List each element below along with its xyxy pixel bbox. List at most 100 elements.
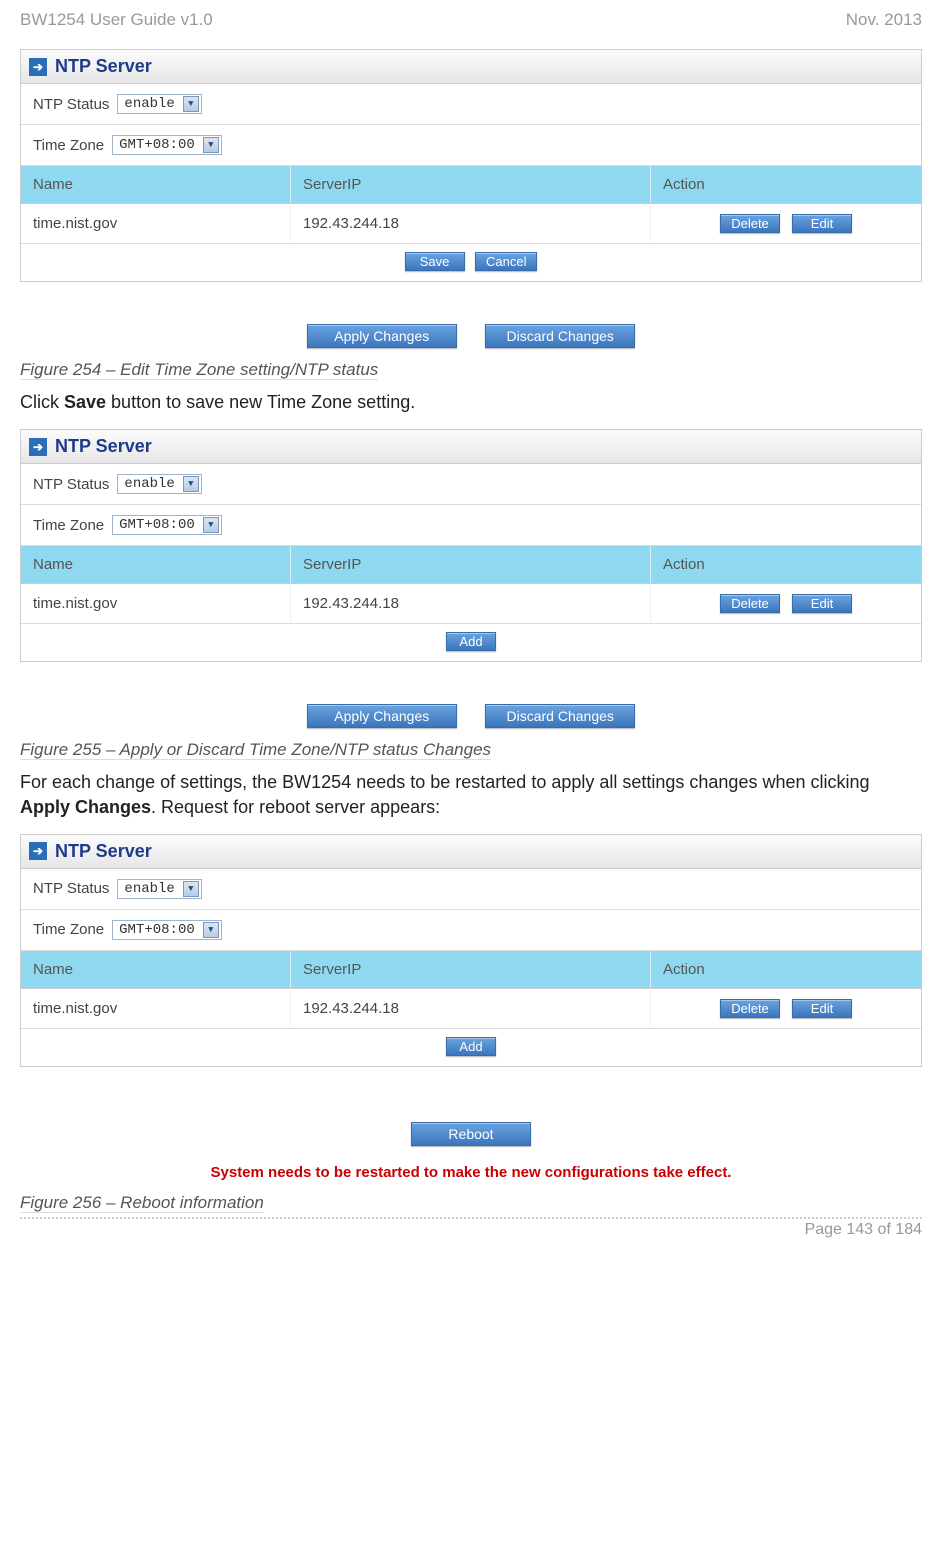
chevron-down-icon: ▼ [183, 96, 199, 112]
chevron-down-icon: ▼ [183, 476, 199, 492]
ntp-status-select[interactable]: enable ▼ [117, 474, 201, 494]
arrow-right-icon: ➔ [29, 842, 47, 860]
edit-button[interactable]: Edit [792, 594, 852, 613]
discard-changes-button[interactable]: Discard Changes [485, 704, 635, 728]
ntp-status-label: NTP Status [33, 476, 109, 493]
timezone-label: Time Zone [33, 921, 104, 938]
panel-title-bar: ➔ NTP Server [21, 835, 921, 869]
text-frag: . Request for reboot server appears: [151, 797, 440, 817]
timezone-row: Time Zone GMT+08:00 ▼ [21, 910, 921, 951]
cell-action: Delete Edit [651, 204, 921, 243]
cell-ip: 192.43.244.18 [291, 990, 651, 1027]
edit-button[interactable]: Edit [792, 999, 852, 1018]
cell-ip: 192.43.244.18 [291, 205, 651, 242]
delete-button[interactable]: Delete [720, 594, 780, 613]
ntp-status-value: enable [120, 476, 178, 492]
timezone-select[interactable]: GMT+08:00 ▼ [112, 515, 222, 535]
chevron-down-icon: ▼ [183, 881, 199, 897]
reboot-button[interactable]: Reboot [411, 1122, 531, 1146]
timezone-value: GMT+08:00 [115, 137, 199, 153]
timezone-value: GMT+08:00 [115, 922, 199, 938]
text-frag: Click [20, 392, 64, 412]
table-row: time.nist.gov 192.43.244.18 Delete Edit [21, 584, 921, 624]
panel-title: NTP Server [55, 436, 152, 457]
panel-title-bar: ➔ NTP Server [21, 430, 921, 464]
ntp-status-select[interactable]: enable ▼ [117, 94, 201, 114]
ntp-server-panel-1: ➔ NTP Server NTP Status enable ▼ Time Zo… [20, 49, 922, 282]
apply-desc-text: For each change of settings, the BW1254 … [20, 770, 922, 819]
ntp-status-row: NTP Status enable ▼ [21, 84, 921, 125]
add-button[interactable]: Add [446, 632, 496, 651]
add-row: Add [21, 1029, 921, 1066]
edit-button[interactable]: Edit [792, 214, 852, 233]
table-header: Name ServerIP Action [21, 166, 921, 204]
apply-changes-button[interactable]: Apply Changes [307, 704, 457, 728]
delete-button[interactable]: Delete [720, 999, 780, 1018]
ntp-status-value: enable [120, 881, 178, 897]
add-button[interactable]: Add [446, 1037, 496, 1056]
chevron-down-icon: ▼ [203, 517, 219, 533]
timezone-value: GMT+08:00 [115, 517, 199, 533]
table-header: Name ServerIP Action [21, 951, 921, 989]
timezone-row: Time Zone GMT+08:00 ▼ [21, 505, 921, 546]
figure-255-caption: Figure 255 – Apply or Discard Time Zone/… [20, 740, 922, 760]
reboot-row: Reboot [20, 1122, 922, 1146]
add-row: Add [21, 624, 921, 661]
timezone-label: Time Zone [33, 517, 104, 534]
col-header-name: Name [21, 951, 291, 988]
ntp-status-row: NTP Status enable ▼ [21, 869, 921, 910]
table-row: time.nist.gov 192.43.244.18 Delete Edit [21, 989, 921, 1029]
reboot-warning: System needs to be restarted to make the… [20, 1164, 922, 1181]
panel-title: NTP Server [55, 841, 152, 862]
apply-discard-row-2: Apply Changes Discard Changes [20, 704, 922, 728]
panel-title: NTP Server [55, 56, 152, 77]
cell-name: time.nist.gov [21, 990, 291, 1027]
text-frag: button to save new Time Zone setting. [106, 392, 415, 412]
col-header-ip: ServerIP [291, 546, 651, 583]
col-header-action: Action [651, 166, 921, 203]
chevron-down-icon: ▼ [203, 137, 219, 153]
save-button[interactable]: Save [405, 252, 465, 271]
apply-changes-button[interactable]: Apply Changes [307, 324, 457, 348]
footer-separator [20, 1217, 922, 1219]
ntp-status-row: NTP Status enable ▼ [21, 464, 921, 505]
doc-header-right: Nov. 2013 [846, 10, 922, 30]
ntp-status-label: NTP Status [33, 96, 109, 113]
apply-discard-row-1: Apply Changes Discard Changes [20, 324, 922, 348]
arrow-right-icon: ➔ [29, 438, 47, 456]
col-header-name: Name [21, 546, 291, 583]
ntp-server-panel-3: ➔ NTP Server NTP Status enable ▼ Time Zo… [20, 834, 922, 1067]
cell-action: Delete Edit [651, 584, 921, 623]
doc-header-left: BW1254 User Guide v1.0 [20, 10, 213, 30]
figure-254-caption: Figure 254 – Edit Time Zone setting/NTP … [20, 360, 922, 380]
discard-changes-button[interactable]: Discard Changes [485, 324, 635, 348]
ntp-status-select[interactable]: enable ▼ [117, 879, 201, 899]
cell-action: Delete Edit [651, 989, 921, 1028]
arrow-right-icon: ➔ [29, 58, 47, 76]
timezone-label: Time Zone [33, 137, 104, 154]
click-save-text: Click Save button to save new Time Zone … [20, 390, 922, 414]
ntp-server-panel-2: ➔ NTP Server NTP Status enable ▼ Time Zo… [20, 429, 922, 662]
col-header-name: Name [21, 166, 291, 203]
cell-name: time.nist.gov [21, 205, 291, 242]
text-bold: Apply Changes [20, 797, 151, 817]
cell-ip: 192.43.244.18 [291, 585, 651, 622]
table-row: time.nist.gov 192.43.244.18 Delete Edit [21, 204, 921, 244]
text-frag: For each change of settings, the BW1254 … [20, 772, 870, 792]
page-footer: Page 143 of 184 [20, 1221, 922, 1239]
timezone-select[interactable]: GMT+08:00 ▼ [112, 135, 222, 155]
col-header-action: Action [651, 546, 921, 583]
ntp-status-value: enable [120, 96, 178, 112]
cell-name: time.nist.gov [21, 585, 291, 622]
figure-256-caption: Figure 256 – Reboot information [20, 1193, 922, 1213]
timezone-row: Time Zone GMT+08:00 ▼ [21, 125, 921, 166]
text-bold: Save [64, 392, 106, 412]
save-cancel-row: Save Cancel [21, 244, 921, 281]
panel-title-bar: ➔ NTP Server [21, 50, 921, 84]
timezone-select[interactable]: GMT+08:00 ▼ [112, 920, 222, 940]
col-header-action: Action [651, 951, 921, 988]
delete-button[interactable]: Delete [720, 214, 780, 233]
col-header-ip: ServerIP [291, 166, 651, 203]
cancel-button[interactable]: Cancel [475, 252, 537, 271]
ntp-status-label: NTP Status [33, 880, 109, 897]
